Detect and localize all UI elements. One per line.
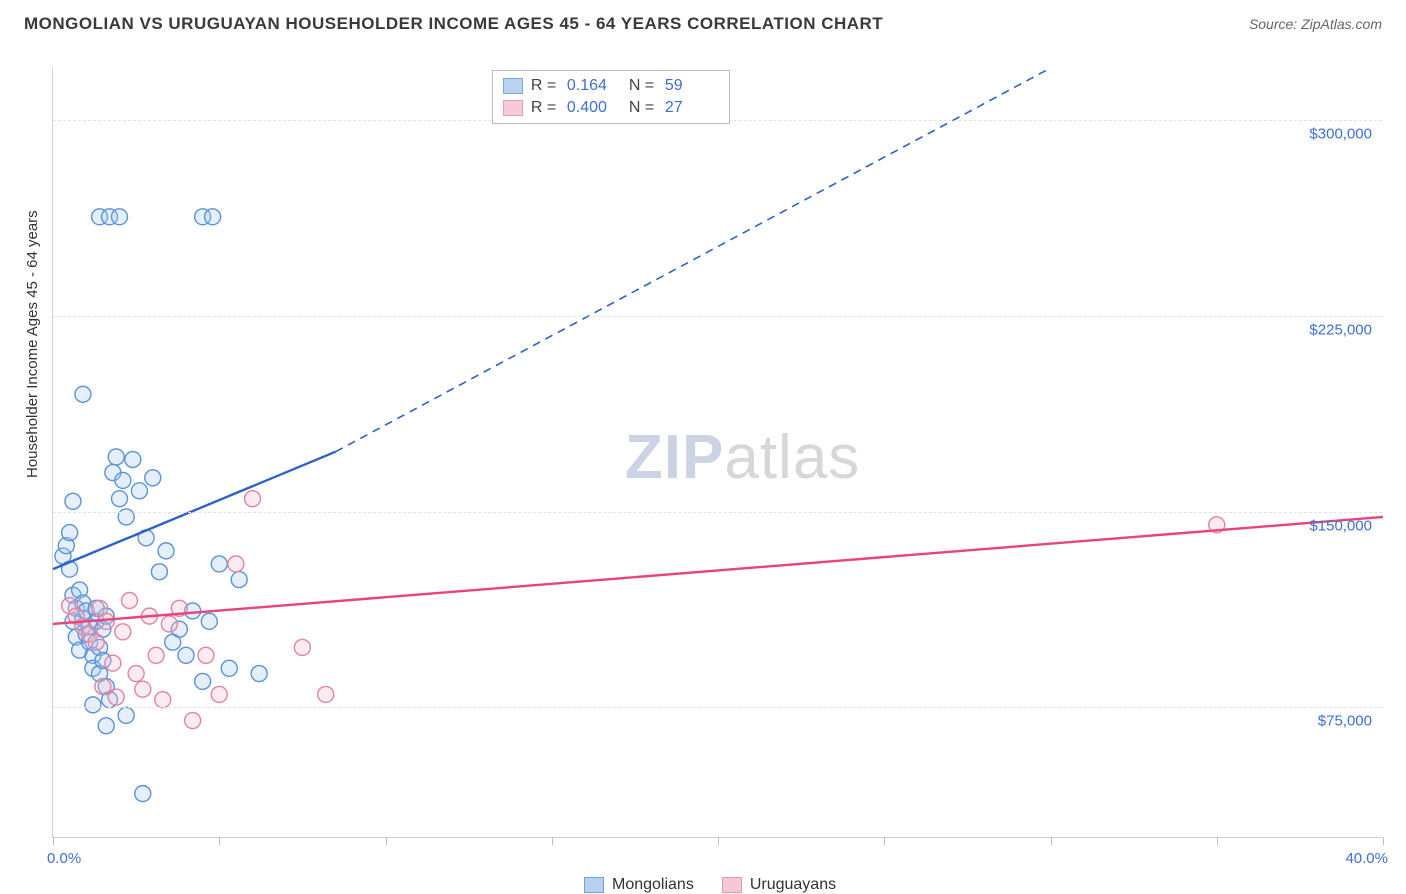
x-tick xyxy=(884,837,885,845)
data-point xyxy=(62,525,78,541)
legend-swatch xyxy=(503,78,523,94)
data-point xyxy=(178,647,194,663)
data-point xyxy=(155,692,171,708)
scatter-svg xyxy=(53,68,1382,837)
data-point xyxy=(195,673,211,689)
data-point xyxy=(85,697,101,713)
x-tick xyxy=(1051,837,1052,845)
data-point xyxy=(158,543,174,559)
data-point xyxy=(145,470,161,486)
data-point xyxy=(115,472,131,488)
legend-item: Mongolians xyxy=(584,876,694,894)
x-tick xyxy=(53,837,54,845)
data-point xyxy=(128,666,144,682)
y-tick-label: $225,000 xyxy=(1309,321,1372,338)
data-point xyxy=(112,491,128,507)
data-point xyxy=(201,613,217,629)
data-point xyxy=(318,686,334,702)
chart-title: MONGOLIAN VS URUGUAYAN HOUSEHOLDER INCOM… xyxy=(24,14,883,34)
legend-n-value: 27 xyxy=(665,99,719,117)
x-tick xyxy=(718,837,719,845)
data-point xyxy=(211,686,227,702)
data-point xyxy=(125,452,141,468)
trend-line xyxy=(53,517,1383,624)
data-point xyxy=(112,209,128,225)
x-tick xyxy=(386,837,387,845)
data-point xyxy=(135,786,151,802)
y-tick-label: $75,000 xyxy=(1318,713,1372,730)
legend-row: R = 0.164 N = 59 xyxy=(503,75,719,97)
data-point xyxy=(105,655,121,671)
legend-r-value: 0.164 xyxy=(567,77,621,95)
gridline xyxy=(53,707,1382,708)
data-point xyxy=(211,556,227,572)
data-point xyxy=(118,707,134,723)
y-tick-label: $300,000 xyxy=(1309,126,1372,143)
data-point xyxy=(185,713,201,729)
legend-swatch xyxy=(722,877,742,893)
data-point xyxy=(161,616,177,632)
legend-row: R = 0.400 N = 27 xyxy=(503,97,719,119)
data-point xyxy=(108,689,124,705)
chart-container: Householder Income Ages 45 - 64 years $7… xyxy=(0,48,1406,892)
gridline xyxy=(53,512,1382,513)
plot-area: $75,000$150,000$225,000$300,0000.0%40.0%… xyxy=(52,68,1382,838)
x-tick xyxy=(1383,837,1384,845)
legend-r-label: R = xyxy=(531,77,559,95)
data-point xyxy=(221,660,237,676)
chart-header: MONGOLIAN VS URUGUAYAN HOUSEHOLDER INCOM… xyxy=(0,0,1406,44)
x-tick-label: 40.0% xyxy=(1345,850,1388,867)
data-point xyxy=(251,666,267,682)
x-tick xyxy=(1217,837,1218,845)
legend-n-label: N = xyxy=(629,99,657,117)
data-point xyxy=(108,449,124,465)
data-point xyxy=(88,634,104,650)
x-tick-label: 0.0% xyxy=(47,850,81,867)
data-point xyxy=(95,679,111,695)
y-axis-title: Householder Income Ages 45 - 64 years xyxy=(24,210,41,478)
data-point xyxy=(75,386,91,402)
data-point xyxy=(98,613,114,629)
data-point xyxy=(205,209,221,225)
data-point xyxy=(121,592,137,608)
legend-n-value: 59 xyxy=(665,77,719,95)
data-point xyxy=(98,718,114,734)
data-point xyxy=(148,647,164,663)
correlation-legend: R = 0.164 N = 59 R = 0.400 N = 27 xyxy=(492,70,730,124)
x-tick xyxy=(219,837,220,845)
data-point xyxy=(151,564,167,580)
legend-series-name: Uruguayans xyxy=(750,876,836,894)
data-point xyxy=(131,483,147,499)
data-point xyxy=(228,556,244,572)
data-point xyxy=(294,639,310,655)
legend-r-value: 0.400 xyxy=(567,99,621,117)
legend-swatch xyxy=(584,877,604,893)
data-point xyxy=(231,572,247,588)
source-attribution: Source: ZipAtlas.com xyxy=(1249,16,1382,32)
y-tick-label: $150,000 xyxy=(1309,517,1372,534)
legend-r-label: R = xyxy=(531,99,559,117)
data-point xyxy=(198,647,214,663)
data-point xyxy=(135,681,151,697)
series-legend: Mongolians Uruguayans xyxy=(584,876,836,894)
data-point xyxy=(115,624,131,640)
data-point xyxy=(245,491,261,507)
x-tick xyxy=(552,837,553,845)
legend-item: Uruguayans xyxy=(722,876,836,894)
legend-n-label: N = xyxy=(629,77,657,95)
trend-line-extrapolated xyxy=(336,68,1051,452)
data-point xyxy=(65,493,81,509)
trend-line xyxy=(53,452,336,569)
legend-swatch xyxy=(503,100,523,116)
legend-series-name: Mongolians xyxy=(612,876,694,894)
gridline xyxy=(53,316,1382,317)
